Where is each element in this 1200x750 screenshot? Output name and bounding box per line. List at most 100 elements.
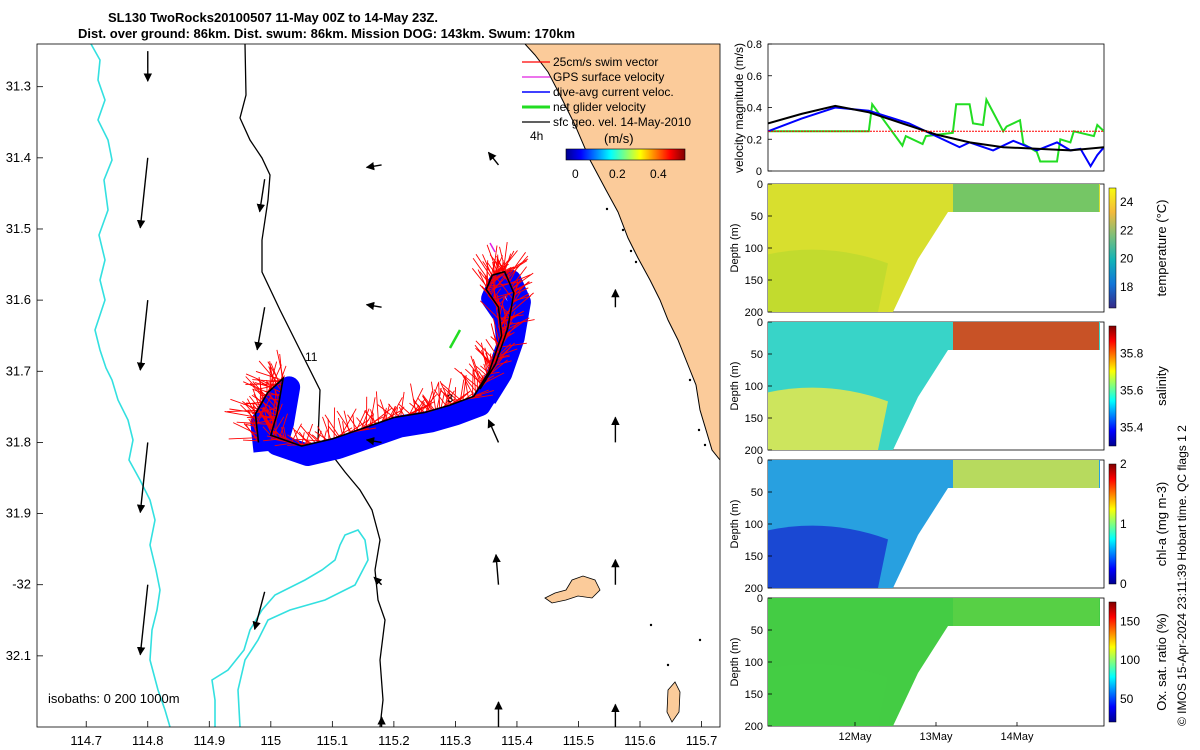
map-xtick-label: 115.3 — [440, 733, 472, 748]
swim-vector — [363, 410, 378, 424]
geo-velocity-arrow — [365, 301, 382, 311]
swim-vector — [388, 405, 396, 420]
swim-vector — [228, 437, 259, 440]
swim-vector — [421, 400, 431, 412]
section-colorbar — [1108, 187, 1117, 309]
swim-vector — [311, 434, 321, 442]
swim-vector — [377, 404, 395, 418]
swim-vector — [269, 418, 275, 437]
colorbar-tick-0: 0 — [572, 167, 579, 181]
colorbar-tick-1: 0.2 — [609, 167, 626, 181]
swim-vector — [245, 403, 256, 416]
swim-vector — [475, 365, 487, 376]
swim-vector — [296, 438, 323, 442]
swim-vector — [224, 411, 256, 418]
track-label-start: 11 — [305, 350, 318, 364]
section-deep-water — [768, 525, 888, 588]
geo-velocity-arrow — [373, 576, 383, 586]
swim-vector — [465, 394, 493, 400]
swim-vector — [479, 300, 501, 321]
colorbar-tick-2: 0.4 — [650, 167, 667, 181]
chlorophyll-section: 0 50 100 150 200 Depth (m) 2 1 0 chl-a (mg m-3) — [729, 455, 1169, 595]
velocity-panel: 0 0.2 0.4 0.6 0.8 velocity magnitude (m/s) — [732, 39, 1105, 178]
depth-tick-label: 200 — [745, 307, 763, 319]
colorbar-label: chl-a (mg m-3) — [1154, 482, 1169, 567]
swim-vector — [510, 266, 527, 288]
gps-velocity-arrow — [489, 242, 496, 253]
section-colorbar — [1108, 601, 1117, 723]
swim-vector — [440, 382, 462, 402]
swim-vector — [487, 262, 497, 275]
swim-vector — [278, 413, 288, 439]
swim-vector — [290, 423, 302, 443]
swim-vector — [492, 343, 512, 362]
colorbar-unit: (m/s) — [604, 131, 634, 146]
depth-axis-label: Depth (m) — [729, 224, 741, 273]
swim-vector — [499, 246, 508, 277]
swim-vector — [369, 397, 376, 426]
net-velocity-arrow — [448, 329, 462, 349]
swim-vector — [400, 391, 405, 417]
colorbar-tick-label: 50 — [1120, 692, 1134, 706]
swim-vector — [398, 406, 405, 417]
legend-geo: sfc geo. vel. 14-May-2010 — [553, 115, 691, 129]
geo-velocity-arrow — [136, 157, 149, 229]
geostrophic-vectors — [136, 51, 620, 727]
velocity-ylabel: velocity magnitude (m/s) — [732, 43, 746, 173]
map-xtick-label: 115.1 — [317, 733, 349, 748]
oxygen-section: 0 50 100 150 200 Depth (m) 150 100 50 Ox. sat. ra… — [729, 593, 1169, 743]
swim-vector — [512, 295, 531, 302]
swim-vector — [438, 381, 441, 409]
series-geo-velocity — [768, 104, 1104, 152]
swim-vector — [487, 275, 502, 286]
swim-vector — [473, 369, 477, 394]
depth-tick-label: 200 — [745, 583, 763, 595]
swim-vector — [398, 403, 412, 416]
geo-velocity-arrow — [487, 151, 500, 166]
time-tick-label: 12May — [838, 731, 872, 743]
colorbar-tick-label: 24 — [1120, 195, 1134, 209]
colorbar-tick-label: 35.4 — [1120, 421, 1144, 435]
time-tick-label: 13May — [919, 731, 953, 743]
swim-vector — [422, 394, 435, 411]
geo-velocity-arrow — [365, 162, 382, 171]
swim-vector — [510, 292, 534, 314]
section-deep-water — [768, 387, 888, 450]
velocity-ytick-label: 0.8 — [747, 39, 762, 51]
swim-vector — [356, 417, 366, 428]
colorbar-label: salinity — [1154, 366, 1169, 406]
swim-vector — [433, 389, 447, 407]
swim-vector — [504, 258, 529, 274]
map-ytick-label: 31.7 — [6, 363, 31, 378]
geo-velocity-arrow — [252, 591, 266, 631]
swim-vector — [274, 380, 282, 391]
swim-vector — [486, 286, 497, 289]
swim-vector — [495, 307, 502, 338]
swim-vector — [413, 400, 425, 413]
swim-vector — [255, 370, 283, 381]
swim-vector — [243, 381, 268, 394]
swim-vector — [274, 389, 278, 414]
velocity-ytick-label: 0.4 — [747, 103, 762, 115]
swim-vector — [388, 403, 400, 417]
map-ytick-label: 31.8 — [6, 434, 31, 449]
velocity-ytick-label: 0.6 — [747, 71, 762, 83]
swim-vector — [327, 425, 338, 438]
swim-vector — [472, 257, 490, 282]
map-ytick-label: 31.6 — [6, 292, 31, 307]
swim-vector — [395, 407, 399, 418]
depth-axis-label: Depth (m) — [729, 362, 741, 411]
swim-vector — [412, 404, 420, 415]
swim-vector — [430, 381, 437, 410]
swim-vector — [323, 430, 327, 441]
swim-vector — [375, 391, 379, 423]
section-colorbar — [1108, 325, 1117, 447]
swim-vector — [478, 370, 485, 380]
depth-tick-label: 50 — [751, 487, 763, 499]
depth-tick-label: 0 — [757, 455, 763, 467]
swim-vector — [261, 382, 281, 393]
map-xtick-label: 115.4 — [501, 733, 533, 748]
geo-velocity-arrow — [136, 584, 149, 656]
depth-tick-label: 0 — [757, 593, 763, 605]
swim-vector — [307, 431, 319, 443]
